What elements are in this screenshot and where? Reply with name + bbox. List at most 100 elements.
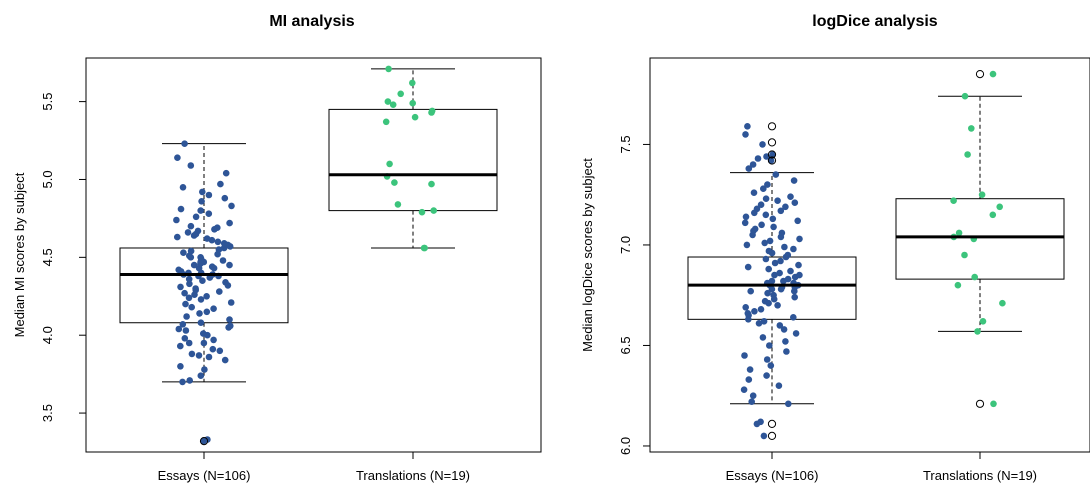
x-category-label: Translations (N=19) xyxy=(923,468,1037,483)
data-point xyxy=(221,356,229,364)
data-point xyxy=(989,211,997,219)
data-point xyxy=(197,207,204,214)
data-point xyxy=(188,350,196,358)
data-point xyxy=(742,131,749,138)
data-point xyxy=(411,113,419,121)
data-point xyxy=(394,201,402,208)
data-point xyxy=(199,188,206,196)
data-point xyxy=(181,140,188,147)
data-point xyxy=(748,398,755,406)
data-point xyxy=(753,205,761,213)
y-tick-label: 5.0 xyxy=(40,170,55,188)
data-point xyxy=(179,321,187,328)
data-point xyxy=(770,223,777,231)
data-point xyxy=(770,291,777,299)
data-point xyxy=(203,308,211,316)
data-point xyxy=(777,257,784,265)
data-point xyxy=(790,245,797,253)
data-point xyxy=(989,70,997,78)
data-point xyxy=(760,432,768,440)
iqr-box xyxy=(328,108,498,212)
data-point xyxy=(744,310,752,317)
data-point xyxy=(771,259,779,267)
data-point xyxy=(203,293,210,300)
data-point xyxy=(764,289,771,297)
data-point xyxy=(205,210,213,217)
data-point xyxy=(174,233,181,241)
data-point xyxy=(198,198,205,205)
plot-frame xyxy=(649,57,1090,453)
data-point xyxy=(187,162,195,169)
outlier-point xyxy=(767,156,777,165)
data-point xyxy=(175,325,183,333)
data-point xyxy=(430,207,438,214)
data-point xyxy=(185,294,193,302)
data-point xyxy=(228,202,235,210)
data-point xyxy=(784,275,792,283)
data-point xyxy=(197,372,205,380)
data-point xyxy=(203,235,211,242)
data-point xyxy=(762,195,770,202)
data-point xyxy=(385,65,392,73)
data-point xyxy=(774,197,781,204)
data-point xyxy=(790,314,797,321)
data-point xyxy=(745,376,753,383)
data-point xyxy=(209,345,217,353)
data-point xyxy=(762,211,770,219)
data-point xyxy=(783,348,790,355)
data-point xyxy=(180,249,187,256)
data-point xyxy=(761,239,768,247)
data-point xyxy=(742,304,749,311)
data-point xyxy=(226,261,233,269)
iqr-box xyxy=(895,198,1065,280)
data-point xyxy=(208,263,216,271)
data-point xyxy=(791,293,798,301)
chart-title: MI analysis xyxy=(269,13,354,30)
data-point xyxy=(182,327,190,334)
data-point xyxy=(215,246,223,253)
data-point xyxy=(216,347,224,355)
data-point xyxy=(765,265,772,273)
outlier-point xyxy=(975,70,985,79)
data-point xyxy=(194,227,202,235)
data-point xyxy=(764,181,771,188)
data-point xyxy=(776,269,783,277)
data-point xyxy=(999,299,1006,307)
data-point xyxy=(791,199,799,206)
data-point xyxy=(955,229,963,237)
data-point xyxy=(201,366,208,373)
data-point xyxy=(222,169,230,177)
data-point xyxy=(428,180,435,188)
data-point xyxy=(197,296,205,303)
data-point xyxy=(741,219,749,227)
data-point xyxy=(744,123,751,130)
data-point xyxy=(782,338,789,345)
data-point xyxy=(227,299,235,306)
data-point xyxy=(177,283,184,291)
data-point xyxy=(754,155,762,162)
data-point xyxy=(186,280,193,288)
data-point xyxy=(777,207,785,215)
outlier-point xyxy=(767,138,777,147)
data-point xyxy=(747,287,754,295)
data-point xyxy=(971,273,978,281)
data-point xyxy=(784,251,792,259)
data-point xyxy=(759,141,766,148)
data-point xyxy=(768,277,776,285)
data-point xyxy=(790,177,798,184)
outlier-point xyxy=(767,419,777,428)
data-point xyxy=(200,330,207,337)
data-point xyxy=(197,319,205,327)
chart-title: logDice analysis xyxy=(812,13,937,30)
data-point xyxy=(181,289,188,297)
data-point xyxy=(765,247,773,255)
data-point xyxy=(776,322,784,329)
data-point xyxy=(794,217,801,225)
data-point xyxy=(763,356,771,363)
data-point xyxy=(766,342,773,349)
data-point xyxy=(758,221,765,229)
chart-panel-1: MI analysis 3.5 4.0 4.5 5.0 5.5 Median MI scor… xyxy=(12,13,542,483)
data-point xyxy=(796,271,803,279)
data-point xyxy=(220,240,228,247)
